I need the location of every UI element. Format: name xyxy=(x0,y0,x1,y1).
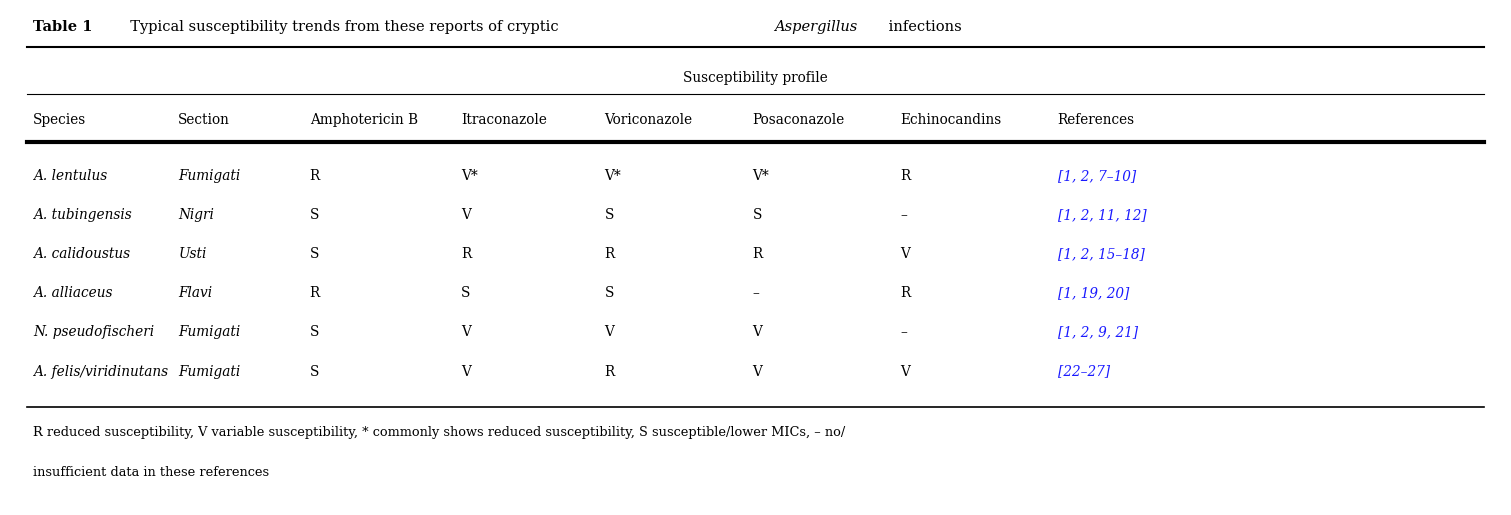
Text: R: R xyxy=(752,247,763,261)
Text: R: R xyxy=(310,169,320,183)
Text: infections: infections xyxy=(884,20,961,33)
Text: S: S xyxy=(604,286,613,300)
Text: R: R xyxy=(901,169,911,183)
Text: Usti: Usti xyxy=(178,247,207,261)
Text: S: S xyxy=(310,208,319,222)
Text: S: S xyxy=(310,247,319,261)
Text: Typical susceptibility trends from these reports of cryptic: Typical susceptibility trends from these… xyxy=(121,20,564,33)
Text: Amphotericin B: Amphotericin B xyxy=(310,113,419,127)
Text: R: R xyxy=(310,286,320,300)
Text: Fumigati: Fumigati xyxy=(178,169,240,183)
Text: Posaconazole: Posaconazole xyxy=(752,113,845,127)
Text: S: S xyxy=(604,208,613,222)
Text: V: V xyxy=(752,325,763,339)
Text: Nigri: Nigri xyxy=(178,208,215,222)
Text: Section: Section xyxy=(178,113,230,127)
Text: S: S xyxy=(461,286,470,300)
Text: R: R xyxy=(461,247,471,261)
Text: A. lentulus: A. lentulus xyxy=(33,169,107,183)
Text: Fumigati: Fumigati xyxy=(178,325,240,339)
Text: V: V xyxy=(461,325,471,339)
Text: [1, 2, 7–10]: [1, 2, 7–10] xyxy=(1058,169,1136,183)
Text: R reduced susceptibility, V variable susceptibility, * commonly shows reduced su: R reduced susceptibility, V variable sus… xyxy=(33,426,846,439)
Text: V: V xyxy=(901,365,911,379)
Text: V: V xyxy=(752,365,763,379)
Text: A. felis/viridinutans: A. felis/viridinutans xyxy=(33,365,168,379)
Text: [1, 2, 11, 12]: [1, 2, 11, 12] xyxy=(1058,208,1147,222)
Text: R: R xyxy=(604,365,615,379)
Text: insufficient data in these references: insufficient data in these references xyxy=(33,466,269,479)
Text: Aspergillus: Aspergillus xyxy=(774,20,857,33)
Text: Species: Species xyxy=(33,113,86,127)
Text: S: S xyxy=(310,365,319,379)
Text: A. tubingensis: A. tubingensis xyxy=(33,208,131,222)
Text: V*: V* xyxy=(461,169,477,183)
Text: R: R xyxy=(604,247,615,261)
Text: V: V xyxy=(901,247,911,261)
Text: Flavi: Flavi xyxy=(178,286,213,300)
Text: Voriconazole: Voriconazole xyxy=(604,113,692,127)
Text: [1, 2, 9, 21]: [1, 2, 9, 21] xyxy=(1058,325,1138,339)
Text: S: S xyxy=(310,325,319,339)
Text: A. alliaceus: A. alliaceus xyxy=(33,286,113,300)
Text: A. calidoustus: A. calidoustus xyxy=(33,247,130,261)
Text: Susceptibility profile: Susceptibility profile xyxy=(683,71,828,85)
Text: V: V xyxy=(604,325,615,339)
Text: V*: V* xyxy=(752,169,769,183)
Text: Itraconazole: Itraconazole xyxy=(461,113,547,127)
Text: [22–27]: [22–27] xyxy=(1058,365,1109,379)
Text: –: – xyxy=(901,325,908,339)
Text: References: References xyxy=(1058,113,1135,127)
Text: S: S xyxy=(752,208,762,222)
Text: R: R xyxy=(901,286,911,300)
Text: –: – xyxy=(752,286,760,300)
Text: Fumigati: Fumigati xyxy=(178,365,240,379)
Text: V*: V* xyxy=(604,169,621,183)
Text: N. pseudofischeri: N. pseudofischeri xyxy=(33,325,154,339)
Text: [1, 19, 20]: [1, 19, 20] xyxy=(1058,286,1129,300)
Text: –: – xyxy=(901,208,908,222)
Text: Echinocandins: Echinocandins xyxy=(901,113,1002,127)
Text: V: V xyxy=(461,208,471,222)
Text: [1, 2, 15–18]: [1, 2, 15–18] xyxy=(1058,247,1144,261)
Text: V: V xyxy=(461,365,471,379)
Text: Table 1: Table 1 xyxy=(33,20,92,33)
